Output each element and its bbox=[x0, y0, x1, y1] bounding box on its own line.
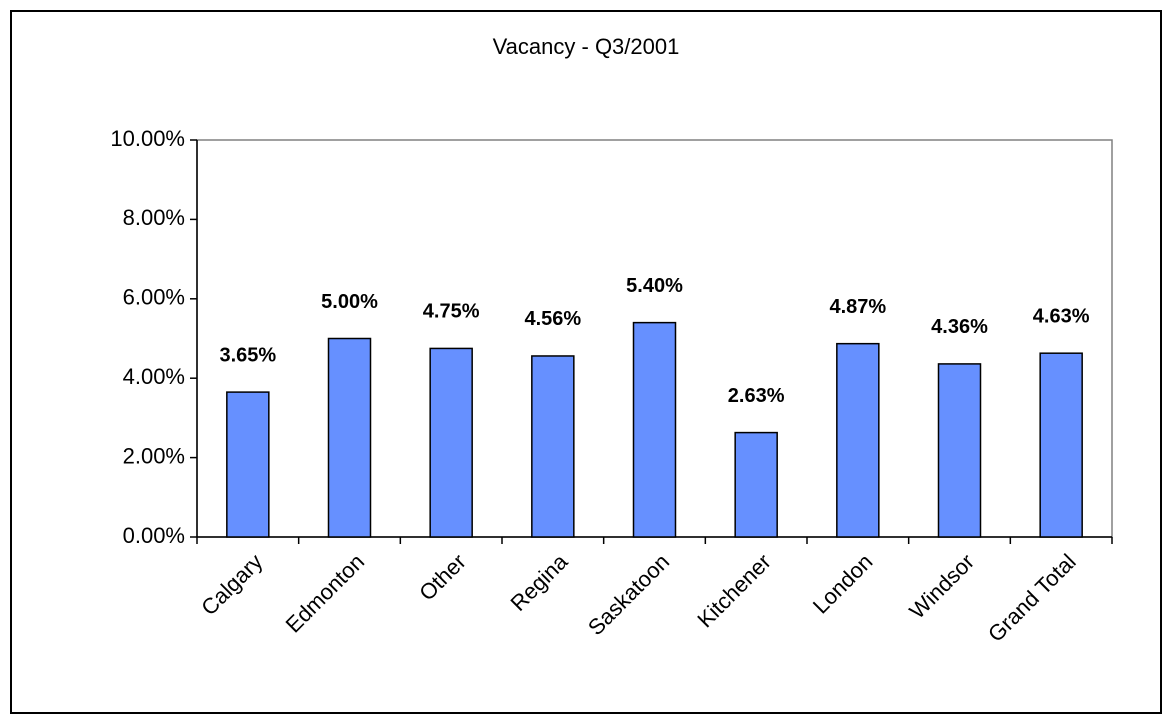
bar bbox=[531, 355, 575, 538]
data-label: 4.75% bbox=[423, 301, 480, 323]
bar bbox=[429, 347, 473, 538]
bar bbox=[226, 391, 270, 538]
data-label: 4.56% bbox=[524, 308, 581, 330]
y-tick-label: 0.00% bbox=[123, 523, 185, 548]
y-tick-label: 4.00% bbox=[123, 364, 185, 389]
data-label: 4.63% bbox=[1033, 305, 1090, 327]
y-tick-label: 6.00% bbox=[123, 285, 185, 310]
chart-border bbox=[10, 10, 1162, 714]
chart-title: Vacancy - Q3/2001 bbox=[493, 34, 680, 59]
bar bbox=[937, 363, 982, 538]
data-label: 4.87% bbox=[829, 296, 886, 318]
data-label: 5.40% bbox=[626, 275, 683, 297]
data-label: 2.63% bbox=[728, 385, 785, 407]
y-tick-label: 10.00% bbox=[110, 126, 185, 151]
bar bbox=[632, 321, 677, 538]
bar bbox=[327, 337, 372, 538]
bar bbox=[1039, 352, 1083, 538]
data-label: 3.65% bbox=[219, 344, 276, 366]
bar bbox=[734, 431, 778, 538]
y-tick-label: 8.00% bbox=[123, 205, 185, 230]
data-label: 5.00% bbox=[321, 291, 378, 313]
y-tick-label: 2.00% bbox=[123, 443, 185, 468]
data-label: 4.36% bbox=[931, 316, 988, 338]
bar bbox=[836, 342, 880, 538]
